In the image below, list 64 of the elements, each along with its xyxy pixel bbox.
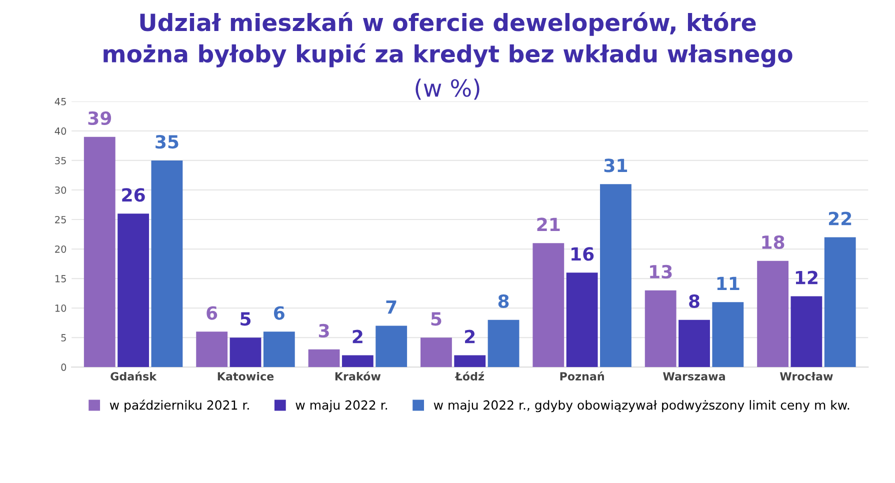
bar [566, 272, 598, 368]
data-label: 21 [537, 218, 560, 232]
data-label: 7 [386, 300, 396, 314]
data-label: 8 [689, 294, 700, 308]
bar [376, 326, 408, 368]
bar [84, 136, 116, 368]
data-label: 6 [206, 306, 218, 320]
bar [454, 355, 486, 368]
y-tick-label: 30 [55, 186, 66, 194]
data-label: 5 [431, 312, 442, 326]
bar [790, 296, 822, 368]
data-label: 39 [88, 111, 112, 126]
bar [308, 349, 340, 368]
bar [712, 302, 744, 368]
data-label: 2 [465, 330, 475, 344]
data-label: 16 [572, 247, 594, 261]
data-label: 35 [156, 134, 178, 149]
bar [196, 332, 228, 368]
x-tick-label: Łódź [454, 371, 484, 381]
bar [488, 320, 520, 368]
bar [420, 338, 452, 368]
bar [824, 237, 856, 368]
bar [151, 160, 183, 368]
legend-label: w maju 2022 r., gdyby obowiązywał podwyższony limit ceny m kw. [434, 400, 850, 412]
legend-label: w maju 2022 r. [296, 400, 387, 412]
data-label: 12 [796, 270, 818, 284]
data-label: 8 [498, 294, 509, 308]
legend-label: w październiku 2021 r. [110, 400, 249, 412]
bar [644, 290, 676, 368]
y-tick-label: 45 [54, 98, 66, 106]
data-label: 31 [604, 158, 628, 172]
bar [263, 332, 295, 368]
x-tick-label: Warszawa [663, 372, 725, 381]
bar [342, 355, 374, 368]
y-tick-label: 25 [55, 216, 66, 224]
bar [532, 243, 564, 368]
bar [678, 320, 710, 368]
data-label: 3 [318, 324, 329, 338]
data-label: 11 [717, 276, 740, 290]
data-label: 13 [650, 264, 672, 279]
y-tick-label: 15 [55, 275, 66, 282]
x-tick-label: Kraków [335, 371, 381, 381]
bar [118, 214, 150, 368]
x-tick-label: Poznań [560, 371, 604, 381]
y-tick-label: 5 [61, 334, 66, 342]
x-tick-label: Wrocław [780, 372, 833, 381]
data-label: 2 [352, 330, 362, 344]
y-tick-label: 10 [55, 304, 66, 312]
data-label: 6 [274, 306, 284, 320]
x-tick-label: Katowice [218, 372, 274, 381]
bar [230, 338, 262, 368]
bar [757, 260, 788, 368]
x-tick-label: Gdańsk [110, 371, 157, 381]
data-label: 5 [240, 312, 251, 326]
y-tick-label: 35 [55, 156, 66, 164]
bar [600, 184, 632, 368]
y-tick-label: 0 [61, 364, 66, 371]
chart-title: Udział mieszkań w ofercie deweloperów, które można byłoby kupić za kredyt bez wkładu własnego [104, 12, 792, 68]
y-tick-label: 40 [54, 127, 66, 135]
data-label: 26 [122, 188, 145, 202]
chart-subtitle: (w %) [416, 78, 480, 100]
y-tick-label: 20 [55, 245, 66, 253]
data-label: 18 [762, 235, 784, 249]
data-label: 22 [828, 212, 852, 226]
